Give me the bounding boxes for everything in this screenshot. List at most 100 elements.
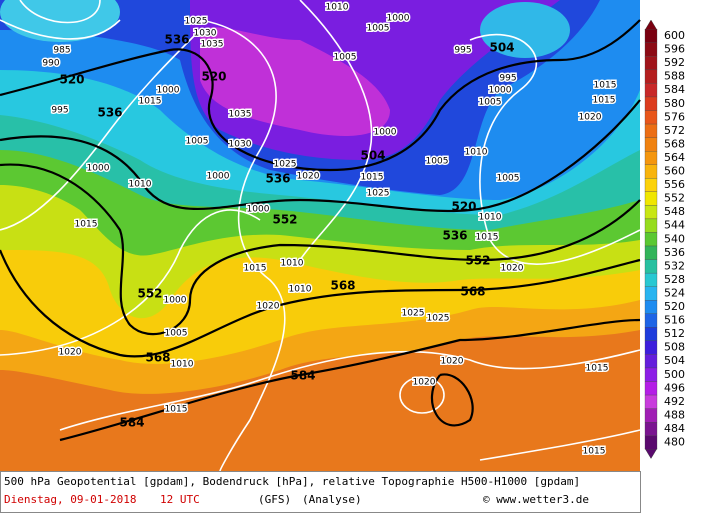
footer: 500 hPa Geopotential [gpdam], Bodendruck… <box>0 471 641 513</box>
colorbar-label: 504 <box>664 354 685 367</box>
isobar <box>0 209 261 356</box>
colorbar-swatch <box>644 245 658 260</box>
colorbar-label: 584 <box>664 83 685 96</box>
contour <box>0 163 641 336</box>
pressure-label: 1015 <box>165 405 188 415</box>
colorbar-swatch <box>644 137 658 152</box>
pressure-label: 1015 <box>244 264 267 274</box>
colorbar-label: 480 <box>664 436 685 449</box>
geopotential-label: 536 <box>97 106 122 120</box>
colorbar-label: 544 <box>664 219 685 232</box>
pressure-label: 1000 <box>489 86 512 96</box>
pressure-label: 985 <box>53 46 70 56</box>
pressure-label: 1005 <box>426 157 449 167</box>
pressure-label: 995 <box>499 74 516 84</box>
colorbar-label: 548 <box>664 205 685 218</box>
pressure-label: 1015 <box>361 173 384 183</box>
colorbar-label: 500 <box>664 368 685 381</box>
geopotential-label: 504 <box>360 149 385 163</box>
footer-credit: © www.wetter3.de <box>483 493 589 506</box>
colorbar-label: 580 <box>664 97 685 110</box>
colorbar-swatch <box>644 381 658 396</box>
geopotential-label: 520 <box>451 200 476 214</box>
contour <box>0 19 641 172</box>
pressure-label: 1000 <box>157 86 180 96</box>
colorbar-swatch <box>644 110 658 125</box>
footer-time: 12 UTC <box>160 493 200 506</box>
geopotential-label: 584 <box>290 369 315 383</box>
geopotential-contours <box>0 19 641 442</box>
colorbar-swatch <box>644 354 658 369</box>
colorbar-swatch <box>644 83 658 98</box>
colorbar-label: 540 <box>664 232 685 245</box>
geopotential-label: 552 <box>465 254 490 268</box>
pressure-label: 1000 <box>387 14 410 24</box>
geopotential-label: 552 <box>137 287 162 301</box>
isobar <box>299 0 373 261</box>
colorbar-label: 556 <box>664 178 685 191</box>
colorbar-swatch <box>644 69 658 84</box>
colorbar-swatch <box>644 394 658 409</box>
colorbar-swatch <box>644 178 658 192</box>
footer-box <box>0 471 641 513</box>
pressure-label: 1030 <box>229 140 252 150</box>
pressure-label: 1000 <box>164 296 187 306</box>
pressure-label: 1010 <box>129 180 152 190</box>
contour <box>59 318 641 442</box>
pressure-label: 1015 <box>139 97 162 107</box>
colorbar-swatch <box>644 232 658 247</box>
colorbar-swatch <box>644 29 658 43</box>
contour-labels: 1025103010359859909951015100010351030100… <box>41 1 618 458</box>
geopotential-label: 536 <box>442 229 467 243</box>
footer-model: (GFS) <box>258 493 291 506</box>
colorbar-swatch <box>644 272 658 287</box>
colorbar-label: 508 <box>664 341 685 354</box>
colorbar-swatch <box>644 191 658 206</box>
isobar <box>59 349 641 431</box>
pressure-label: 1010 <box>479 213 502 223</box>
pressure-label: 1020 <box>257 302 280 312</box>
pressure-label: 1005 <box>497 174 520 184</box>
contour <box>0 99 641 213</box>
colorbar-swatch <box>644 367 658 382</box>
pressure-label: 1020 <box>501 264 524 274</box>
pressure-label: 1005 <box>186 137 209 147</box>
pressure-label: 1020 <box>579 113 602 123</box>
colorbar-label: 536 <box>664 246 685 259</box>
colorbar-label: 488 <box>664 408 685 421</box>
pressure-label: 1000 <box>247 205 270 215</box>
colorbar-label: 568 <box>664 137 685 150</box>
colorbar-swatch <box>644 56 658 71</box>
pressure-label: 1015 <box>593 96 616 106</box>
pressure-label: 1000 <box>207 172 230 182</box>
pressure-label: 995 <box>454 46 471 56</box>
colorbar-label: 520 <box>664 300 685 313</box>
geopotential-label: 536 <box>265 172 290 186</box>
pressure-label: 1010 <box>171 360 194 370</box>
colorbar-swatch <box>644 435 658 450</box>
pressure-label: 1030 <box>194 29 217 39</box>
pressure-label: 1020 <box>59 348 82 358</box>
colorbar-label: 552 <box>664 192 685 205</box>
colorbar-label: 484 <box>664 422 685 435</box>
pressure-label: 1000 <box>374 128 397 138</box>
isobar <box>0 29 201 231</box>
colorbar-label: 600 <box>664 29 685 42</box>
pressure-label: 1025 <box>427 314 450 324</box>
colorbar-label: 492 <box>664 395 685 408</box>
colorbar-label: 512 <box>664 327 685 340</box>
colorbar-swatch <box>644 218 658 233</box>
colorbar-swatch <box>644 327 658 342</box>
colorbar-swatch <box>644 123 658 138</box>
pressure-label: 1005 <box>334 53 357 63</box>
geopotential-label: 568 <box>330 279 355 293</box>
isobar <box>199 19 286 472</box>
isobar <box>479 429 641 461</box>
colorbar-swatch <box>644 300 658 314</box>
pressure-label: 1025 <box>367 189 390 199</box>
pressure-label: 1010 <box>281 259 304 269</box>
pressure-label: 1005 <box>479 98 502 108</box>
isobars <box>0 0 641 472</box>
geopotential-label: 504 <box>489 41 514 55</box>
pressure-label: 1035 <box>201 40 224 50</box>
